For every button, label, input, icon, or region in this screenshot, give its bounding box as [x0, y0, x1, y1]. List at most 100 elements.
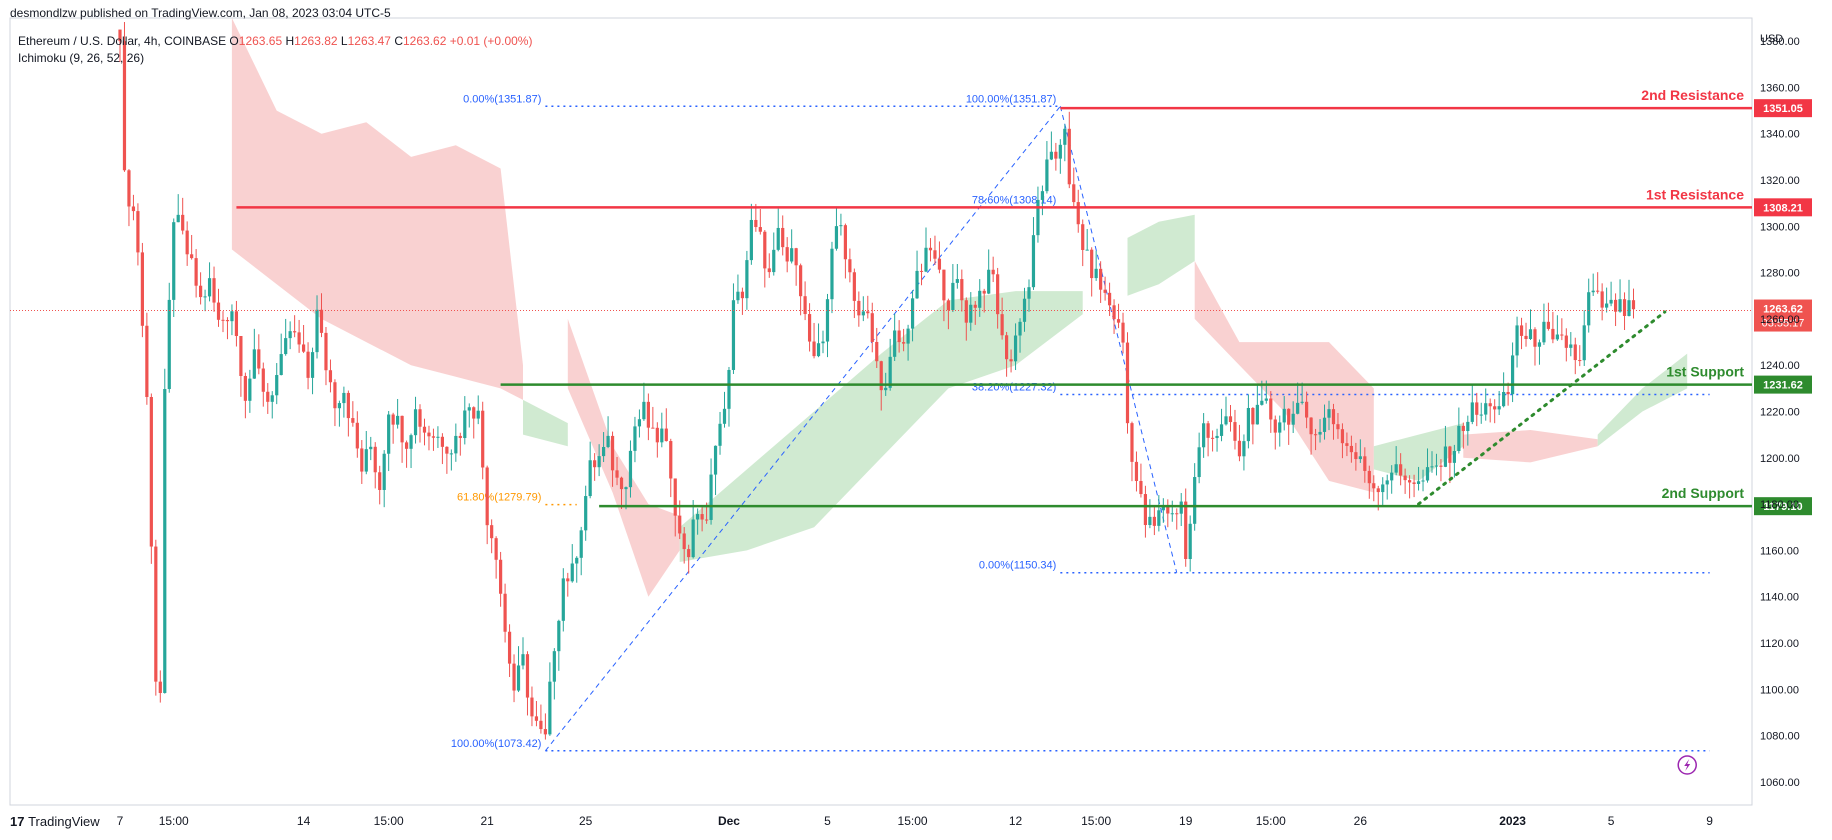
tradingview-brand: 17 TradingView	[10, 814, 100, 829]
y-tick-label: 1260.00	[1760, 314, 1800, 326]
lightning-icon	[1677, 755, 1697, 775]
candle-body	[942, 269, 946, 301]
candle-body	[333, 382, 337, 409]
candle-body	[767, 268, 771, 273]
candle-body	[1005, 335, 1009, 360]
candle-body	[1425, 467, 1430, 481]
candle-body	[763, 231, 767, 269]
currency-label: USD	[1760, 33, 1783, 45]
candle-body	[1269, 398, 1273, 420]
candle-body	[1090, 249, 1094, 279]
y-tick-label: 1140.00	[1760, 592, 1799, 604]
candle-body	[660, 428, 664, 443]
candle-body	[1313, 434, 1318, 436]
candle-body	[1452, 451, 1456, 463]
candle-body	[946, 300, 950, 311]
candle-body	[431, 436, 436, 438]
level-price-label-1: 1308.21	[1763, 202, 1803, 214]
candle-body	[852, 272, 856, 301]
indicator-legend[interactable]: Ichimoku (9, 26, 52, 26)	[18, 51, 145, 65]
candle-body	[1161, 506, 1165, 511]
candle-body	[1578, 360, 1582, 362]
candle-body	[1434, 465, 1439, 467]
candle-body	[499, 559, 503, 594]
candle-body	[713, 445, 718, 475]
candle-body	[924, 247, 928, 272]
candle-body	[1287, 408, 1291, 425]
candle-body	[315, 309, 319, 353]
candle-body	[190, 254, 194, 259]
candle-body	[1139, 480, 1143, 495]
candle-body	[1533, 329, 1537, 347]
candle-body	[436, 436, 440, 438]
fib-label-3: 61.80%(1279.79)	[457, 492, 541, 504]
candle-body	[807, 314, 812, 342]
candle-body	[512, 663, 516, 691]
candle-body	[1009, 359, 1013, 362]
candle-body	[1613, 299, 1618, 312]
candle-body	[284, 338, 288, 355]
candle-body	[1502, 391, 1506, 407]
candle-body	[1264, 398, 1268, 401]
candle-body	[1309, 417, 1313, 435]
candle-body	[870, 313, 874, 342]
candle-body	[207, 278, 212, 297]
candle-body	[1058, 144, 1062, 159]
symbol-title[interactable]: Ethereum / U.S. Dollar, 4h, COINBASE	[18, 34, 227, 48]
candle-body	[440, 436, 444, 447]
candle-body	[1219, 424, 1224, 436]
open-value: 1263.65	[238, 34, 283, 48]
candle-body	[588, 460, 592, 497]
candle-body	[731, 300, 736, 370]
candle-body	[1210, 437, 1215, 439]
x-tick-label: 9	[1706, 814, 1713, 828]
candle-body	[736, 291, 740, 301]
candle-body	[1627, 300, 1631, 316]
candle-body	[749, 219, 753, 261]
candle-body	[964, 300, 968, 323]
candle-body	[552, 651, 556, 682]
y-tick-label: 1160.00	[1760, 545, 1799, 557]
candle-body	[1224, 416, 1228, 425]
candle-body	[1596, 290, 1600, 292]
candle-body	[1457, 425, 1461, 452]
cloud-segment-0	[231, 18, 523, 400]
candle-body	[799, 265, 803, 297]
level-name-2: 1st Support	[1666, 364, 1744, 380]
candle-body	[1134, 461, 1139, 481]
fib-label-1: 100.00%(1351.87)	[966, 93, 1057, 105]
candle-body	[834, 226, 839, 249]
candle-body	[700, 514, 704, 520]
candle-body	[754, 219, 758, 228]
fib-label-2: 78.60%(1308.14)	[972, 194, 1056, 206]
candle-body	[1179, 501, 1183, 514]
candle-body	[1430, 466, 1434, 468]
candle-body	[678, 515, 682, 534]
candle-body	[145, 325, 149, 398]
candle-body	[355, 422, 359, 449]
candle-body	[691, 519, 695, 558]
candle-body	[418, 409, 422, 427]
close-value: 1263.62	[403, 34, 447, 48]
candle-body	[633, 426, 637, 451]
candle-body	[1125, 342, 1130, 424]
level-price-label-3: 1179.10	[1763, 501, 1802, 513]
candle-body	[1054, 151, 1058, 159]
y-tick-label: 1240.00	[1760, 360, 1800, 372]
candle-body	[1027, 287, 1031, 299]
candle-body	[745, 260, 749, 299]
candle-body	[176, 214, 180, 223]
candle-body	[118, 29, 122, 42]
x-tick-label: 5	[824, 814, 831, 828]
candle-body	[1094, 268, 1098, 279]
candle-body	[1443, 446, 1448, 467]
level-name-1: 1st Resistance	[1646, 186, 1744, 202]
candle-body	[154, 546, 158, 682]
candle-body	[722, 408, 727, 424]
candle-body	[1076, 202, 1080, 225]
candle-body	[1466, 421, 1470, 432]
candle-body	[1237, 440, 1242, 457]
x-tick-label: 19	[1179, 814, 1193, 828]
candle-body	[973, 304, 977, 308]
